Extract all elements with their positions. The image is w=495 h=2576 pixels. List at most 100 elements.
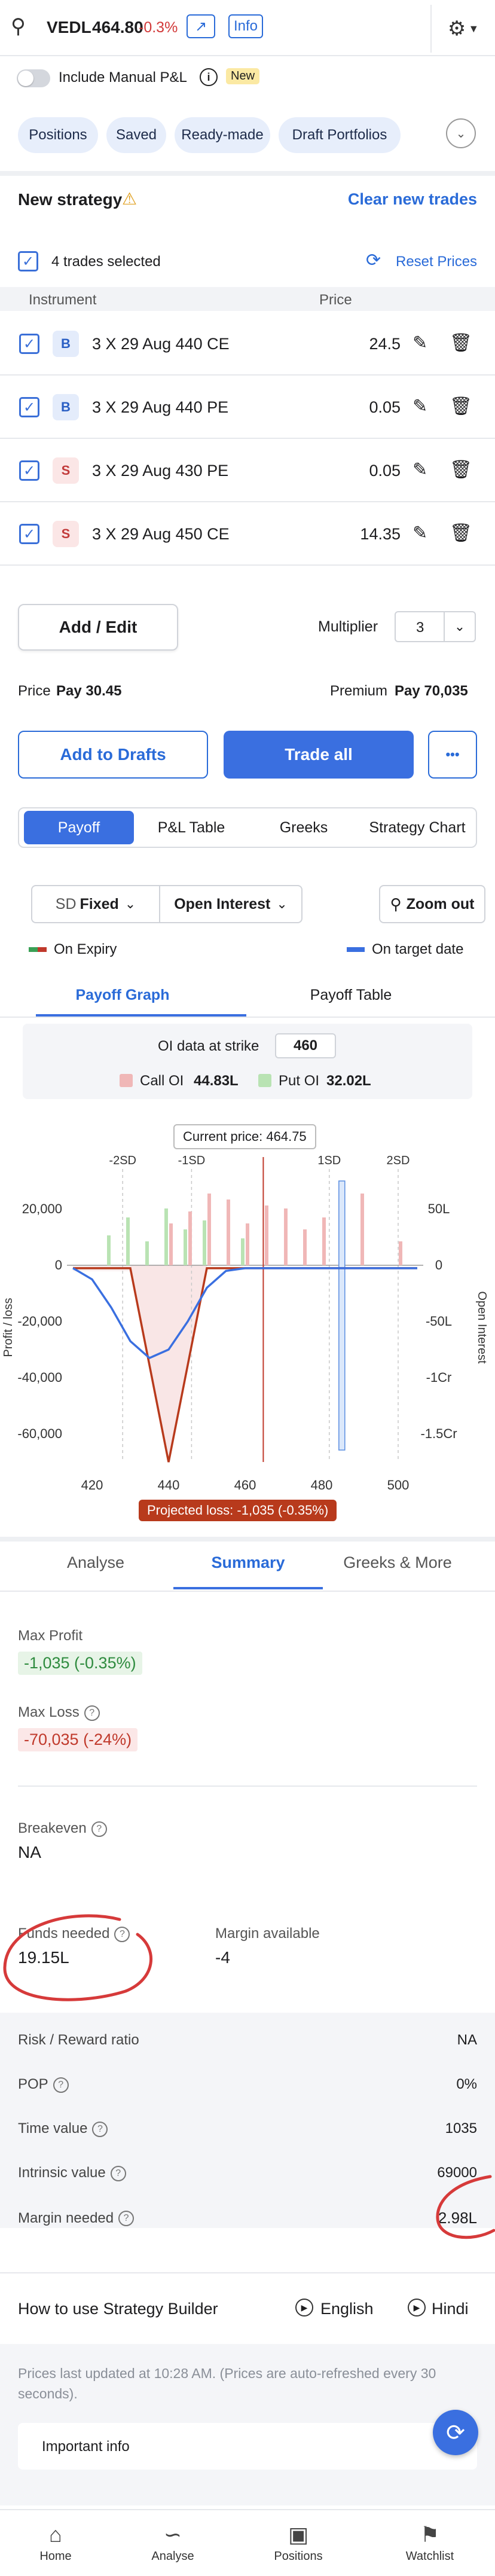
tab-payoff-table[interactable]: Payoff Table [310,987,392,1003]
tab-positions[interactable]: Positions [18,117,98,153]
tab-strategy-chart[interactable]: Strategy Chart [369,819,466,836]
add-to-drafts-button[interactable]: Add to Drafts [18,731,208,779]
oi-bar [227,1200,230,1265]
trade-checkbox[interactable]: ✓ [19,397,39,417]
edit-icon[interactable]: ✎ [412,523,428,543]
call-oi-value: 44.83L [194,1073,239,1089]
help-icon[interactable]: ? [118,2211,135,2227]
play-icon[interactable]: ▶ [408,2299,426,2316]
edit-icon[interactable]: ✎ [412,396,428,416]
trade-instrument: 3 X 29 Aug 450 CE [92,525,230,543]
zoom-out-button[interactable]: ⚲ Zoom out [379,885,485,923]
trash-icon[interactable]: 🗑 [450,333,473,353]
chevron-down-icon: ⌄ [456,127,466,141]
reset-prices-link[interactable]: Reset Prices [396,254,478,270]
trash-icon[interactable]: 🗑 [450,460,473,480]
tab-summary[interactable]: Summary [211,1553,285,1571]
info-button[interactable]: Info [228,14,263,38]
nav-home[interactable]: ⌂ Home [11,2522,100,2563]
payoff-chart[interactable]: -2SD -1SD 1SD 2SD 20,000 0 -20,000 -40,000 -60,0… [0,1148,495,1543]
view-segment [18,807,477,848]
call-oi-label: Call OI [140,1073,184,1089]
multiplier-select[interactable]: 3 ⌄ [395,611,476,642]
help-icon[interactable]: ? [91,1821,107,1837]
trade-row[interactable]: ✓ S 3 X 29 Aug 450 CE 14.35 ✎ 🗑 [0,502,495,566]
play-icon[interactable]: ▶ [295,2299,313,2316]
max-loss-label: Max Loss? [18,1704,100,1721]
select-all-checkbox[interactable]: ✓ [18,251,38,271]
trash-icon[interactable]: 🗑 [450,396,473,416]
edit-icon[interactable]: ✎ [412,460,428,480]
trade-checkbox[interactable]: ✓ [19,460,39,481]
tab-draft-portfolios[interactable]: Draft Portfolios [279,117,401,153]
search-icon[interactable]: ⚲ [11,15,26,38]
margin-available-value: -4 [215,1948,230,1967]
summary-row-value: 1035 [445,2120,477,2137]
symbol-name[interactable]: VEDL [47,18,91,36]
trade-checkbox[interactable]: ✓ [19,524,39,544]
add-edit-button[interactable]: Add / Edit [18,604,178,651]
trade-checkbox[interactable]: ✓ [19,334,39,354]
info-icon[interactable]: i [200,68,218,86]
sd-select[interactable]: SD Fixed ⌄ [31,885,159,923]
summary-row: Intrinsic value? 69000 [18,2165,477,2181]
help-icon[interactable]: ? [92,2121,108,2137]
trade-instrument: 3 X 29 Aug 440 PE [92,398,229,416]
trade-row[interactable]: ✓ B 3 X 29 Aug 440 CE 24.5 ✎ 🗑 [0,312,495,376]
trade-all-button[interactable]: Trade all [224,731,414,779]
important-info-row[interactable]: Important info [18,2423,477,2470]
help-icon[interactable]: ? [114,1926,130,1942]
y-tick-label: 0 [55,1258,62,1272]
tab-pnl-table[interactable]: P&L Table [157,819,225,836]
briefcase-icon: ▣ [288,2522,308,2547]
selected-count: 4 trades selected [51,254,161,270]
oi-strike-value[interactable]: 460 [275,1033,336,1058]
chevron-down-icon: ▼ [468,22,479,35]
oi-bar [126,1217,130,1265]
oi-bar [265,1205,268,1265]
trade-price: 14.35 [360,525,401,543]
tab-analyse[interactable]: Analyse [66,1553,125,1571]
tab-payoff-graph[interactable]: Payoff Graph [75,987,170,1003]
trade-price: 0.05 [369,398,401,416]
refresh-icon[interactable]: ⟳ [366,251,381,270]
oi-bar [303,1229,307,1265]
help-icon[interactable]: ? [84,1705,100,1721]
tabs-expand-button[interactable]: ⌄ [446,118,476,148]
summary-row-value: 2.98L [438,2209,477,2227]
summary-row-value: 69000 [437,2165,477,2181]
summary-row: Time value? 1035 [18,2120,477,2137]
settings-button[interactable]: ⚙ ▼ [430,5,495,53]
manual-pnl-toggle[interactable] [17,69,50,87]
help-icon[interactable]: ? [110,2165,126,2181]
oi-select[interactable]: Open Interest ⌄ [159,885,302,923]
tab-greeks[interactable]: Greeks [279,819,328,836]
trash-icon[interactable]: 🗑 [450,523,473,543]
summary-row-value: NA [457,2032,477,2048]
tab-payoff[interactable]: Payoff [24,811,134,844]
tab-saved[interactable]: Saved [106,117,166,153]
clear-trades-link[interactable]: Clear new trades [347,190,477,208]
put-oi-label: Put OI [279,1073,320,1089]
chevron-down-icon: ⌄ [124,896,136,911]
refresh-fab[interactable]: ⟳ [433,2410,478,2455]
put-oi-swatch [258,1074,271,1087]
oi-bar [164,1208,168,1265]
more-options-button[interactable]: ••• [428,731,477,779]
trade-row[interactable]: ✓ S 3 X 29 Aug 430 PE 0.05 ✎ 🗑 [0,439,495,502]
chart-line-icon[interactable]: ↗ [187,14,215,38]
manual-pnl-label: Include Manual P&L [59,69,187,86]
side-badge: B [53,331,79,357]
payoff-tab-divider [0,1017,495,1018]
nav-analyse[interactable]: ∽ Analyse [128,2522,218,2563]
tab-greeks-more[interactable]: Greeks & More [343,1553,452,1571]
howto-english-link[interactable]: English [320,2300,374,2318]
help-icon[interactable]: ? [53,2077,69,2093]
sd-label: 1SD [317,1154,341,1167]
edit-icon[interactable]: ✎ [412,333,428,353]
trade-row[interactable]: ✓ B 3 X 29 Aug 440 PE 0.05 ✎ 🗑 [0,376,495,439]
nav-watchlist[interactable]: ⚑ Watchlist [385,2522,475,2563]
howto-hindi-link[interactable]: Hindi [432,2300,469,2318]
tab-ready-made[interactable]: Ready-made [175,117,270,153]
nav-positions[interactable]: ▣ Positions [253,2522,343,2563]
